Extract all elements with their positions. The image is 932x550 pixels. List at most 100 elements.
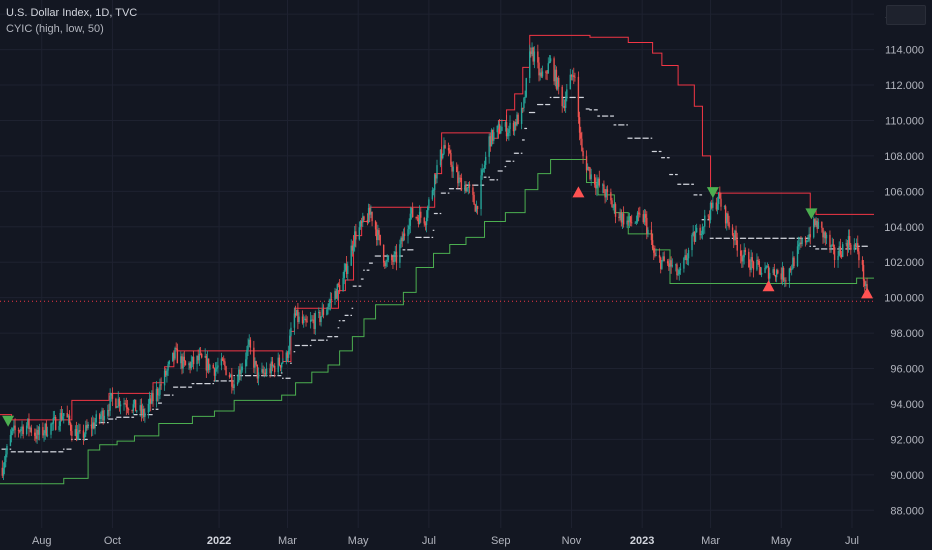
candle-body <box>750 257 752 270</box>
midline-dot <box>54 451 57 453</box>
midline-dot <box>482 184 485 186</box>
midline-dot <box>724 237 727 239</box>
candle-body <box>530 51 532 55</box>
candle-body <box>302 319 305 324</box>
midline-dot <box>651 150 654 153</box>
candle-body <box>537 51 539 63</box>
candle-body <box>788 268 791 282</box>
midline-dot <box>862 245 865 247</box>
candle-body <box>394 251 396 255</box>
candle-body <box>861 260 864 265</box>
candle-body <box>198 353 201 361</box>
candle-body <box>321 309 323 317</box>
midline-dot <box>206 382 209 385</box>
candle-body <box>109 395 111 411</box>
midline-dot <box>824 248 827 250</box>
midline-dot <box>188 386 190 388</box>
candle-body <box>148 398 151 404</box>
candle-body <box>496 125 498 133</box>
midline-dot <box>496 179 499 181</box>
midline-dot <box>135 414 138 416</box>
midline-dot <box>783 237 786 239</box>
candle-body <box>525 78 527 97</box>
candle-body <box>59 412 61 427</box>
midline-dot <box>809 245 812 247</box>
midline-dot <box>220 380 223 382</box>
midline-dot <box>293 351 296 353</box>
midline-dot <box>37 451 40 453</box>
candle-body <box>19 430 21 432</box>
midline-dot <box>68 448 71 450</box>
midline-dot <box>823 248 825 250</box>
midline-dot <box>377 255 379 257</box>
candle-body <box>842 244 844 257</box>
candle-body <box>400 237 402 245</box>
x-tick-label: Jul <box>422 535 436 547</box>
candle-body <box>51 423 53 425</box>
midline-dot <box>416 236 419 239</box>
candle-body <box>125 404 128 408</box>
candle-body <box>785 280 787 282</box>
candle-body <box>605 189 607 198</box>
candle-body <box>350 245 352 266</box>
candle-body <box>358 227 361 240</box>
midline-dot <box>590 109 592 111</box>
midline-dot <box>30 451 33 453</box>
candle-body <box>183 356 186 361</box>
candle-body <box>467 186 469 188</box>
candle-body <box>481 169 483 176</box>
chart-corner-button[interactable] <box>886 5 926 25</box>
midline-dot <box>585 108 588 110</box>
candle-body <box>569 74 572 90</box>
candle-body <box>577 76 580 118</box>
candle-body <box>862 264 865 281</box>
candle-body <box>596 182 598 189</box>
candle-body <box>781 267 784 280</box>
midline-dot <box>212 382 215 385</box>
midline-dot <box>371 262 373 264</box>
midline-dot <box>793 237 795 239</box>
midline-dot <box>184 386 187 388</box>
candle-body <box>149 398 152 404</box>
midline-dot <box>741 237 743 239</box>
candle-body <box>265 368 268 375</box>
candle-body <box>103 415 106 421</box>
candle-body <box>808 234 810 241</box>
x-tick-label: Nov <box>562 535 582 547</box>
midline-dot <box>707 219 710 221</box>
candle-body <box>743 250 745 258</box>
midline-dot <box>505 160 508 162</box>
candle-body <box>133 399 136 405</box>
midline-dot <box>183 386 186 388</box>
candle-body <box>352 246 355 251</box>
candle-body <box>845 243 847 245</box>
x-axis[interactable]: Aug Oct 2022 Mar May Jul Sep Nov 2023 Mar May Jul <box>32 535 859 547</box>
candle-body <box>126 407 129 410</box>
midline-dot <box>578 96 581 99</box>
candle-body <box>847 236 850 250</box>
candle-body <box>735 230 737 241</box>
candle-body <box>451 164 453 172</box>
indicator-label[interactable]: CYIC (high, low, 50) <box>6 23 104 35</box>
candle-body <box>700 233 702 236</box>
midline-dot <box>766 237 769 239</box>
signals <box>2 186 874 427</box>
midline-dot <box>516 152 518 154</box>
candle-body <box>363 216 365 220</box>
candle-body <box>472 187 474 195</box>
midline-dot <box>21 451 23 453</box>
midline-dot <box>759 237 762 239</box>
midline-dot <box>62 448 65 450</box>
midline-dot <box>723 237 726 239</box>
midline-dot <box>854 248 857 250</box>
midline-dot <box>861 245 864 247</box>
midline-dot <box>280 372 283 374</box>
candle-body <box>334 291 336 300</box>
candle-body <box>132 404 135 411</box>
y-axis[interactable]: 88.000 90.000 92.000 94.000 96.000 98.000 100.… <box>884 9 924 517</box>
candle-body <box>278 357 281 366</box>
candle-body <box>580 132 582 139</box>
candle-body <box>287 350 290 358</box>
candle-body <box>417 218 420 225</box>
